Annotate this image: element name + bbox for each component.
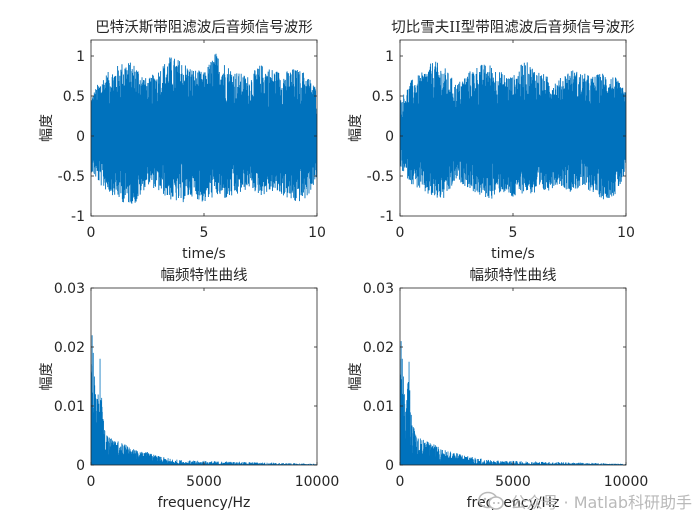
x-axis-label: time/s: [182, 246, 226, 262]
series-2: [400, 61, 626, 200]
y-tick-label: 0: [76, 458, 85, 474]
x-tick-label: 0: [396, 225, 405, 241]
x-tick-label: 10000: [604, 474, 649, 490]
chart-title: 切比雪夫II型带阻滤波后音频信号波形: [391, 19, 635, 36]
y-tick-label: 1: [385, 49, 394, 65]
x-tick-label: 0: [87, 225, 96, 241]
y-tick-label: 0: [76, 129, 85, 145]
y-axis-label: 幅度: [348, 114, 364, 142]
y-tick-label: 0: [385, 129, 394, 145]
y-tick-label: 0.03: [54, 281, 85, 297]
y-tick-label: 0.5: [63, 89, 85, 105]
x-axis-label: time/s: [491, 246, 535, 262]
axes-background: [91, 288, 317, 465]
x-axis-label: frequency/Hz: [467, 495, 560, 511]
y-axis-label: 幅度: [348, 363, 364, 391]
chart-title: 巴特沃斯带阻滤波后音频信号波形: [95, 19, 313, 36]
series-1: [91, 53, 317, 204]
x-tick-label: 5: [509, 225, 518, 241]
waveform-line: [91, 53, 317, 204]
x-tick-label: 10: [308, 225, 326, 241]
y-tick-label: 0: [385, 458, 394, 474]
y-tick-label: 0.01: [54, 399, 85, 415]
y-tick-label: 0.01: [363, 399, 394, 415]
y-axis-label: 幅度: [39, 114, 55, 142]
waveform-line: [400, 61, 626, 200]
chart-title: 幅频特性曲线: [161, 267, 248, 284]
axes-background: [400, 288, 626, 465]
subplot-4: 0 5000 10000 0 0.01 0.02 0.03 幅频特性曲线 frequency/H…: [348, 267, 648, 511]
y-tick-label: -1: [71, 209, 85, 225]
x-axis-label: frequency/Hz: [158, 495, 251, 511]
x-tick-label: 5000: [495, 474, 531, 490]
x-tick-label: 5: [200, 225, 209, 241]
y-tick-label: 0.5: [372, 89, 394, 105]
y-axis-label: 幅度: [39, 363, 55, 391]
x-tick-label: 0: [396, 474, 405, 490]
subplot-3: 0 5000 10000 0 0.01 0.02 0.03 幅频特性曲线 frequency/H…: [39, 267, 339, 511]
subplot-2: 0 5 10 -1 -0.5 0 0.5 1 切比雪夫II型带阻滤波后音频信号波形 time/s 幅…: [348, 19, 635, 262]
y-tick-label: -0.5: [367, 169, 394, 185]
chart-title: 幅频特性曲线: [470, 267, 557, 284]
x-tick-label: 10000: [295, 474, 340, 490]
x-tick-label: 0: [87, 474, 96, 490]
y-tick-label: 1: [76, 49, 85, 65]
x-tick-label: 10: [617, 225, 635, 241]
y-tick-label: -1: [380, 209, 394, 225]
y-tick-label: 0.03: [363, 281, 394, 297]
y-tick-label: 0.02: [54, 340, 85, 356]
y-tick-label: 0.02: [363, 340, 394, 356]
x-tick-label: 5000: [186, 474, 222, 490]
y-tick-label: -0.5: [58, 169, 85, 185]
subplot-1: 0 5 10 -1 -0.5 0 0.5 1 巴特沃斯带阻滤波后音频信号波形 time/s 幅度: [39, 19, 326, 262]
